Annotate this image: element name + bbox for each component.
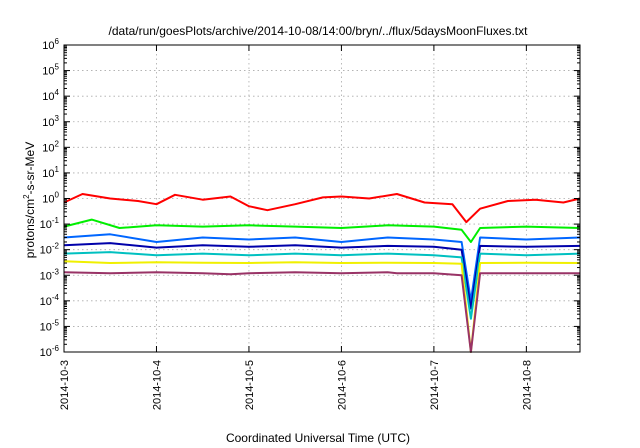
y-tick-label-exp: -6 — [52, 344, 60, 353]
series-line-0 — [63, 193, 581, 224]
series-line-1 — [63, 218, 581, 243]
y-tick-label-base: 10 — [40, 347, 52, 359]
y-tick-labels: 10-610-510-410-310-210-11001011021031041… — [40, 37, 60, 359]
y-tick-label-base: 10 — [42, 168, 54, 180]
series-line-2 — [63, 233, 581, 302]
y-tick-label-exp: -3 — [52, 267, 60, 276]
y-axis-label: protons/cm2-s-sr-MeV — [22, 142, 37, 258]
y-tick-label-base: 10 — [42, 91, 54, 103]
y-tick-label-exp: 4 — [55, 88, 60, 97]
y-tick-label-exp: 3 — [55, 114, 60, 123]
x-tick-label: 2014-10-5 — [244, 360, 256, 410]
y-tick-label-exp: 2 — [55, 139, 60, 148]
x-tick-label: 2014-10-4 — [151, 360, 163, 410]
y-tick-label: 10-1 — [40, 216, 60, 231]
y-tick-label: 104 — [42, 88, 59, 103]
series-line-4 — [63, 251, 581, 320]
y-tick-label: 102 — [42, 139, 59, 154]
grid — [64, 45, 580, 352]
y-tick-label-exp: 0 — [55, 191, 60, 200]
y-tick-label-exp: -1 — [52, 216, 60, 225]
y-tick-label-base: 10 — [42, 40, 54, 52]
y-tick-label: 10-3 — [40, 267, 60, 282]
series-line-3 — [63, 242, 581, 310]
y-axis-label-part2: -s-sr-MeV — [23, 142, 37, 195]
y-tick-label: 105 — [42, 63, 59, 78]
y-tick-label: 100 — [42, 191, 59, 206]
y-tick-label-exp: -4 — [52, 293, 60, 302]
y-axis-label-exp: 2 — [22, 194, 31, 199]
ticks — [63, 44, 580, 353]
y-tick-label-exp: -2 — [52, 242, 60, 251]
chart-title: /data/run/goesPlots/archive/2014-10-08/1… — [109, 24, 529, 38]
x-tick-label: 2014-10-6 — [336, 360, 348, 410]
series-layer — [63, 193, 581, 353]
y-tick-label: 10-2 — [40, 242, 60, 257]
y-tick-label-base: 10 — [40, 219, 52, 231]
y-tick-label-base: 10 — [42, 194, 54, 206]
y-tick-label-exp: 6 — [55, 37, 60, 46]
y-tick-label-base: 10 — [42, 142, 54, 154]
y-tick-label-base: 10 — [40, 321, 52, 333]
y-tick-label-base: 10 — [40, 245, 52, 257]
y-tick-label-base: 10 — [42, 117, 54, 129]
y-tick-label: 106 — [42, 37, 59, 52]
y-tick-label-exp: 5 — [55, 63, 60, 72]
x-tick-label: 2014-10-8 — [521, 360, 533, 410]
y-tick-label-exp: -5 — [52, 318, 60, 327]
series-line-6 — [63, 271, 580, 353]
x-tick-label: 2014-10-7 — [429, 360, 441, 410]
x-tick-label: 2014-10-3 — [59, 360, 71, 410]
y-tick-label-base: 10 — [40, 296, 52, 308]
y-axis-label-part1: protons/cm — [23, 199, 37, 258]
y-tick-label: 10-4 — [40, 293, 60, 308]
y-tick-label-base: 10 — [42, 66, 54, 78]
x-axis-label: Coordinated Universal Time (UTC) — [226, 431, 410, 445]
x-tick-labels: 2014-10-3 2014-10-4 2014-10-5 2014-10-6 2014… — [59, 360, 533, 410]
y-tick-label: 101 — [42, 165, 59, 180]
y-tick-label: 103 — [42, 114, 59, 129]
y-tick-label-exp: 1 — [55, 165, 60, 174]
y-tick-label-base: 10 — [40, 270, 52, 282]
y-tick-label: 10-6 — [40, 344, 60, 359]
y-tick-label: 10-5 — [40, 318, 60, 333]
